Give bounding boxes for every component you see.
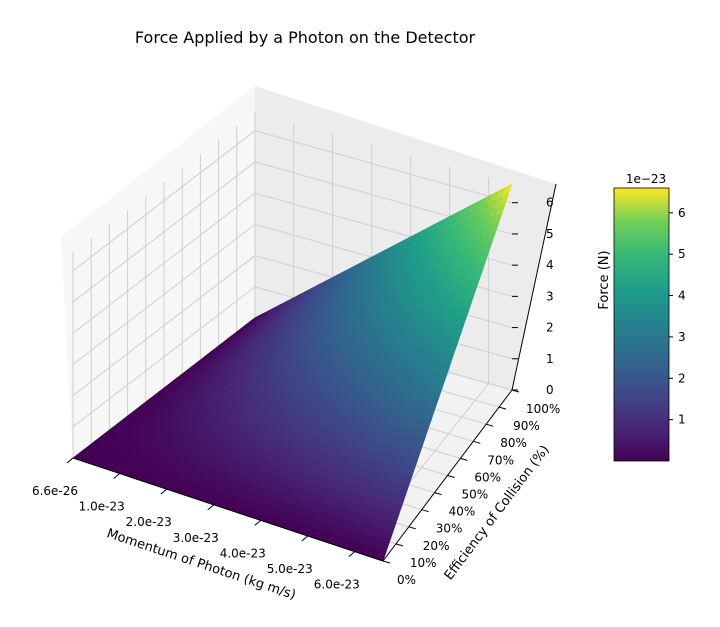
colorbar-tick-label: 6 bbox=[678, 206, 686, 220]
y-tick-label: 50% bbox=[462, 488, 489, 502]
y-tick-mark bbox=[408, 526, 416, 530]
y-tick-mark bbox=[421, 509, 429, 513]
z-axis-label: Force (N) bbox=[597, 250, 612, 309]
x-tick-mark bbox=[160, 488, 168, 495]
y-tick-label: 20% bbox=[423, 539, 450, 553]
z-axis-line bbox=[511, 183, 557, 391]
colorbar-tick-label: 5 bbox=[678, 247, 686, 261]
z-tick-label: 0 bbox=[546, 383, 554, 397]
z-tick-label: 6 bbox=[546, 196, 554, 210]
y-tick-label: 30% bbox=[436, 522, 463, 536]
z-gridline bbox=[72, 130, 513, 272]
x-tick-label: 1.0e-23 bbox=[79, 500, 125, 514]
colorbar-tick-label: 1 bbox=[678, 413, 686, 427]
x-tick-mark bbox=[254, 519, 262, 526]
y-tick-mark bbox=[434, 492, 442, 496]
colorbar-tick-label: 4 bbox=[678, 289, 686, 303]
x-axis-line bbox=[72, 457, 384, 562]
y-tick-mark bbox=[447, 475, 455, 478]
y-tick-mark bbox=[486, 423, 494, 427]
z-tick-label: 1 bbox=[546, 352, 554, 366]
y-tick-label: 90% bbox=[513, 419, 540, 433]
y-tick-mark bbox=[498, 406, 507, 410]
z-ticks: 0 1 2 3 4 5 6 bbox=[512, 196, 554, 397]
x-tick-label: 5.0e-23 bbox=[267, 562, 313, 576]
y-tick-mark bbox=[395, 543, 404, 547]
x-tick-label: 6.0e-23 bbox=[314, 578, 360, 592]
colorbar-scale-label: 1e−23 bbox=[626, 172, 666, 186]
y-tick-label: 60% bbox=[474, 470, 501, 484]
colorbar-tick-label: 3 bbox=[678, 330, 686, 344]
force-surface bbox=[72, 183, 513, 562]
y-tick-mark bbox=[460, 457, 468, 461]
colorbar bbox=[613, 187, 670, 462]
z-tick-label: 5 bbox=[546, 227, 554, 241]
x-tick-label: 3.0e-23 bbox=[173, 531, 219, 545]
y-tick-label: 100% bbox=[526, 402, 560, 416]
x-tick-mark bbox=[113, 473, 121, 479]
x-ticks: 6.6e-261.0e-232.0e-233.0e-234.0e-235.0e-… bbox=[32, 457, 360, 592]
x-tick-mark bbox=[66, 457, 74, 464]
x-tick-mark bbox=[301, 535, 309, 542]
chart-title: Force Applied by a Photon on the Detecto… bbox=[135, 28, 476, 47]
z-tick-label: 2 bbox=[546, 321, 554, 335]
x-tick-mark bbox=[207, 504, 215, 511]
z-tick-label: 3 bbox=[546, 289, 554, 303]
z-tick-label: 4 bbox=[546, 258, 554, 272]
x-tick-label: 2.0e-23 bbox=[126, 515, 172, 529]
z-gridline bbox=[72, 161, 513, 303]
y-tick-label: 0% bbox=[397, 573, 416, 587]
x-tick-label: 6.6e-26 bbox=[32, 484, 78, 498]
colorbar-tick-label: 2 bbox=[678, 371, 686, 385]
y-tick-mark bbox=[473, 440, 481, 444]
y-tick-mark bbox=[382, 560, 391, 564]
y-tick-label: 40% bbox=[449, 505, 476, 519]
y-tick-label: 80% bbox=[500, 436, 527, 450]
y-tick-label: 10% bbox=[410, 556, 437, 570]
colorbar-ticks: 1 2 3 4 5 6 bbox=[669, 206, 686, 427]
y-ticks: 0% 10% 20% 30% 40% 50% 60% 70% 80% 90% 100% bbox=[382, 389, 560, 587]
x-tick-mark bbox=[348, 551, 356, 558]
x-tick-label: 4.0e-23 bbox=[220, 546, 266, 560]
y-tick-label: 70% bbox=[487, 453, 514, 467]
